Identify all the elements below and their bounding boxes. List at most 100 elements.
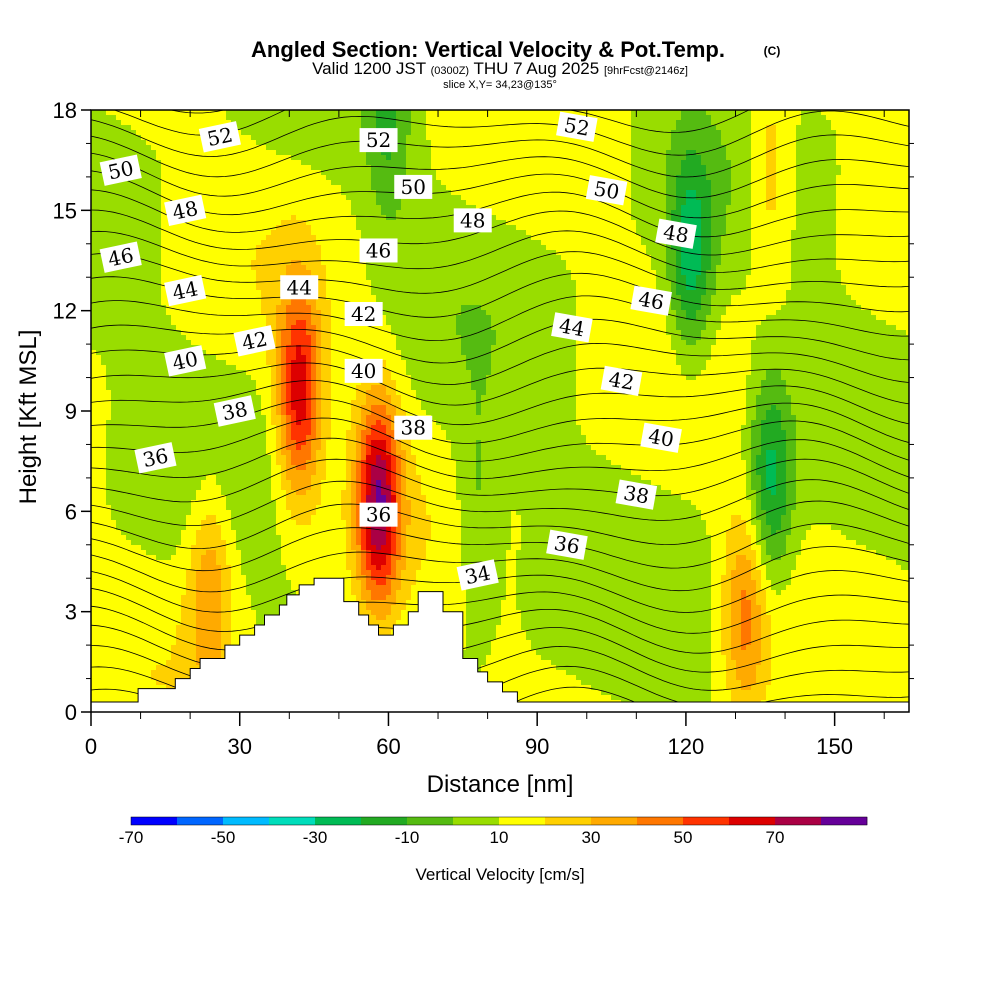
velocity-cell (771, 140, 777, 146)
velocity-cell (756, 120, 762, 126)
velocity-cell (841, 135, 847, 141)
velocity-cell (381, 155, 387, 161)
velocity-cell (906, 180, 909, 186)
velocity-cell (631, 215, 637, 221)
velocity-cell (171, 145, 177, 151)
velocity-cell (736, 195, 742, 201)
velocity-cell (231, 245, 237, 251)
velocity-cell (136, 195, 142, 201)
velocity-cell (886, 195, 892, 201)
velocity-cell (346, 225, 352, 231)
velocity-cell (716, 255, 722, 261)
velocity-cell (211, 170, 217, 176)
velocity-cell (751, 195, 757, 201)
velocity-cell (286, 230, 292, 236)
velocity-cell (431, 150, 437, 156)
velocity-cell (291, 145, 297, 151)
velocity-cell (491, 135, 497, 141)
velocity-cell (206, 220, 212, 226)
velocity-cell (411, 220, 417, 226)
velocity-cell (171, 190, 177, 196)
velocity-cell (371, 185, 377, 191)
velocity-cell (696, 185, 702, 191)
velocity-cell (796, 180, 802, 186)
velocity-cell (886, 210, 892, 216)
velocity-cell (166, 245, 172, 251)
velocity-cell (836, 215, 842, 221)
velocity-cell (281, 245, 287, 251)
velocity-cell (511, 200, 517, 206)
velocity-cell (676, 180, 682, 186)
velocity-cell (741, 145, 747, 151)
velocity-cell (691, 155, 697, 161)
velocity-cell (416, 155, 422, 161)
velocity-cell (811, 155, 817, 161)
velocity-cell (576, 190, 582, 196)
velocity-cell (691, 210, 697, 216)
velocity-cell (511, 135, 517, 141)
velocity-cell (766, 220, 772, 226)
velocity-cell (846, 135, 852, 141)
velocity-cell (756, 215, 762, 221)
velocity-cell (641, 205, 647, 211)
velocity-cell (576, 230, 582, 236)
velocity-cell (611, 165, 617, 171)
velocity-cell (546, 170, 552, 176)
velocity-cell (586, 200, 592, 206)
velocity-cell (201, 160, 207, 166)
velocity-cell (826, 155, 832, 161)
velocity-cell (161, 255, 167, 261)
velocity-cell (356, 215, 362, 221)
velocity-cell (801, 190, 807, 196)
velocity-cell (421, 140, 427, 146)
velocity-cell (711, 190, 717, 196)
velocity-cell (266, 195, 272, 201)
velocity-cell (791, 250, 797, 256)
velocity-cell (111, 185, 117, 191)
velocity-cell (766, 205, 772, 211)
velocity-cell (501, 185, 507, 191)
velocity-cell (536, 180, 542, 186)
velocity-cell (521, 225, 527, 231)
velocity-cell (296, 205, 302, 211)
velocity-cell (206, 225, 212, 231)
velocity-cell (421, 240, 427, 246)
velocity-cell (716, 190, 722, 196)
velocity-cell (361, 150, 367, 156)
velocity-cell (206, 120, 212, 126)
velocity-cell (761, 245, 767, 251)
velocity-cell (691, 160, 697, 166)
velocity-cell (891, 235, 897, 241)
velocity-cell (446, 230, 452, 236)
velocity-cell (701, 170, 707, 176)
velocity-cell (356, 225, 362, 231)
velocity-cell (166, 185, 172, 191)
velocity-cell (586, 175, 592, 181)
velocity-cell (416, 255, 422, 261)
velocity-cell (451, 145, 457, 151)
velocity-cell (891, 245, 897, 251)
velocity-cell (316, 195, 322, 201)
velocity-cell (566, 250, 572, 256)
velocity-cell (356, 190, 362, 196)
velocity-cell (326, 225, 332, 231)
velocity-cell (561, 215, 567, 221)
velocity-cell (776, 215, 782, 221)
velocity-cell (451, 155, 457, 161)
velocity-cell (576, 225, 582, 231)
velocity-cell (536, 160, 542, 166)
velocity-cell (806, 215, 812, 221)
velocity-cell (781, 135, 787, 141)
velocity-cell (701, 130, 707, 136)
velocity-cell (246, 200, 252, 206)
velocity-cell (771, 240, 777, 246)
velocity-cell (391, 230, 397, 236)
velocity-cell (891, 155, 897, 161)
velocity-cell (651, 130, 657, 136)
velocity-cell (171, 110, 177, 116)
velocity-cell (691, 185, 697, 191)
velocity-cell (726, 185, 732, 191)
velocity-cell (666, 115, 672, 121)
velocity-cell (721, 125, 727, 131)
velocity-cell (241, 120, 247, 126)
